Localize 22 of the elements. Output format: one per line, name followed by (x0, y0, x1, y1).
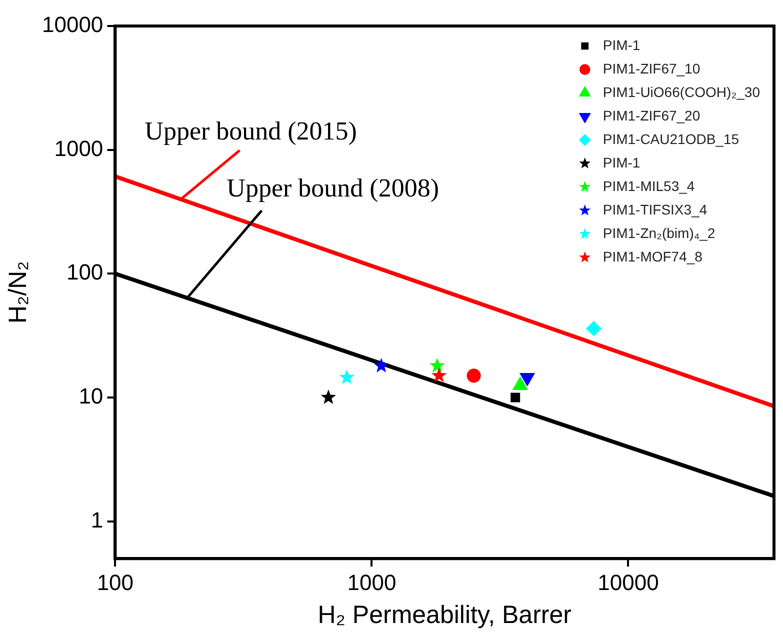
legend-label: PIM-1 (602, 36, 640, 53)
legend-label: PIM1-MIL53_4 (602, 178, 695, 194)
x-tick-label: 100 (96, 570, 134, 595)
legend-label: PIM1-ZIF67_10 (602, 60, 700, 76)
annotation: Upper bound (2008) (226, 174, 439, 203)
legend-label: PIM1-UiO66(COOH)₂_30 (602, 84, 760, 100)
y-axis-title: H₂/N₂ (4, 261, 32, 324)
legend-label: PIM-1 (602, 154, 640, 170)
x-axis-title: H₂ Permeability, Barrer (318, 600, 572, 629)
legend-label: PIM1-CAU21ODB_15 (602, 130, 740, 147)
y-tick-label: 10000 (42, 12, 104, 38)
legend-label: PIM1-TIFSIX3_4 (602, 201, 708, 218)
annotation: Upper bound (2015) (144, 116, 357, 146)
x-tick-label: 1000 (347, 570, 396, 595)
y-tick-label: 100 (66, 260, 104, 285)
y-tick-label: 1000 (54, 136, 104, 161)
legend-label: PIM1-Zn₂(bim)₄_2 (602, 224, 716, 241)
legend-label: PIM1-ZIF67_20 (602, 107, 700, 124)
x-tick-label: 10000 (598, 570, 659, 595)
y-tick-label: 1 (90, 507, 104, 532)
y-tick-label: 10 (78, 384, 104, 409)
legend-label: PIM1-MOF74_8 (602, 248, 703, 264)
